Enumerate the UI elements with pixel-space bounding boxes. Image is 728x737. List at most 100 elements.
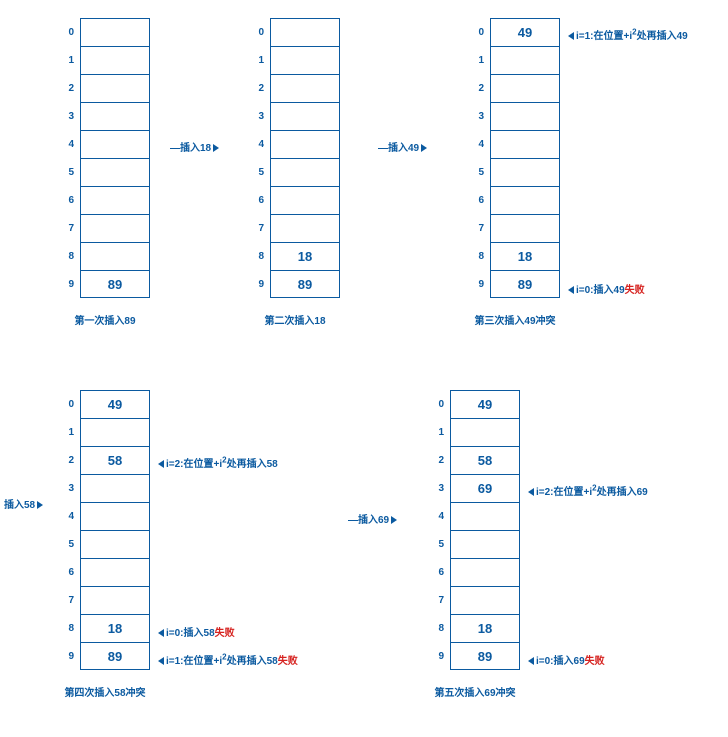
cell xyxy=(490,102,560,130)
arrow-right-icon xyxy=(391,516,397,524)
idx-label: 9 xyxy=(470,279,484,290)
hash-table-4: 049 1 258 3 4 5 6 7 818 989 第四次插入58冲突 xyxy=(60,390,150,699)
idx-label: 8 xyxy=(60,623,74,634)
idx-label: 4 xyxy=(470,139,484,150)
idx-label: 0 xyxy=(250,27,264,38)
arrow-left-icon xyxy=(568,32,574,40)
cell xyxy=(80,18,150,46)
idx-label: 8 xyxy=(250,251,264,262)
idx-label: 6 xyxy=(250,195,264,206)
idx-label: 4 xyxy=(60,511,74,522)
caption: 第五次插入69冲突 xyxy=(430,684,520,699)
cell xyxy=(80,530,150,558)
cell xyxy=(80,186,150,214)
cell xyxy=(270,46,340,74)
hash-table-3: 049 1 2 3 4 5 6 7 818 989 第三次插入49冲突 xyxy=(470,18,560,327)
cell xyxy=(80,214,150,242)
idx-label: 5 xyxy=(430,539,444,550)
idx-label: 6 xyxy=(60,195,74,206)
idx-label: 7 xyxy=(430,595,444,606)
caption: 第四次插入58冲突 xyxy=(60,684,150,699)
cell xyxy=(450,558,520,586)
arrow-left-icon xyxy=(528,657,534,665)
idx-label: 6 xyxy=(470,195,484,206)
idx-label: 1 xyxy=(60,427,74,438)
cell xyxy=(490,46,560,74)
idx-label: 3 xyxy=(60,483,74,494)
idx-label: 0 xyxy=(430,399,444,410)
idx-label: 1 xyxy=(250,55,264,66)
cell xyxy=(80,418,150,446)
cell: 18 xyxy=(270,242,340,270)
caption: 第二次插入18 xyxy=(250,312,340,327)
insert-58-label: 插入58 xyxy=(4,496,43,511)
idx-label: 0 xyxy=(60,399,74,410)
t3-i1-label: i=1:在位置+i2处再插入49 xyxy=(568,27,688,42)
cell xyxy=(270,214,340,242)
cell xyxy=(80,242,150,270)
t4-i0-label: i=0:插入58失败 xyxy=(158,624,235,639)
cell: 18 xyxy=(450,614,520,642)
hash-table-1: 0 1 2 3 4 5 6 7 8 989 第一次插入89 xyxy=(60,18,150,327)
cell xyxy=(80,558,150,586)
cell: 69 xyxy=(450,474,520,502)
idx-label: 1 xyxy=(430,427,444,438)
cell: 49 xyxy=(450,390,520,418)
cell xyxy=(80,158,150,186)
idx-label: 4 xyxy=(250,139,264,150)
cell xyxy=(80,130,150,158)
cell xyxy=(80,586,150,614)
insert-18-label: —插入18 xyxy=(170,139,219,154)
idx-label: 7 xyxy=(470,223,484,234)
insert-49-label: —插入49 xyxy=(378,139,427,154)
insert-69-label: —插入69 xyxy=(348,511,397,526)
cell xyxy=(270,130,340,158)
idx-label: 2 xyxy=(250,83,264,94)
cell: 89 xyxy=(80,642,150,670)
cell xyxy=(270,74,340,102)
caption: 第三次插入49冲突 xyxy=(470,312,560,327)
cell xyxy=(80,502,150,530)
idx-label: 9 xyxy=(60,651,74,662)
cell: 49 xyxy=(490,18,560,46)
idx-label: 7 xyxy=(60,595,74,606)
idx-label: 2 xyxy=(60,83,74,94)
cell: 49 xyxy=(80,390,150,418)
idx-label: 2 xyxy=(60,455,74,466)
diagram-page: 0 1 2 3 4 5 6 7 8 989 第一次插入89 —插入18 0 1 … xyxy=(0,0,728,737)
idx-label: 3 xyxy=(430,483,444,494)
hash-table-2: 0 1 2 3 4 5 6 7 818 989 第二次插入18 xyxy=(250,18,340,327)
cell xyxy=(490,214,560,242)
idx-label: 5 xyxy=(250,167,264,178)
cell xyxy=(80,74,150,102)
cell xyxy=(80,474,150,502)
idx-label: 2 xyxy=(470,83,484,94)
arrow-left-icon xyxy=(158,460,164,468)
t3-i0-label: i=0:插入49失败 xyxy=(568,281,645,296)
idx-label: 9 xyxy=(430,651,444,662)
cell: 18 xyxy=(80,614,150,642)
arrow-left-icon xyxy=(528,488,534,496)
arrow-right-icon xyxy=(37,501,43,509)
idx-label: 3 xyxy=(250,111,264,122)
cell xyxy=(450,586,520,614)
idx-label: 7 xyxy=(60,223,74,234)
cell xyxy=(450,502,520,530)
arrow-left-icon xyxy=(568,286,574,294)
t4-i2-label: i=2:在位置+i2处再插入58 xyxy=(158,455,278,470)
idx-label: 9 xyxy=(250,279,264,290)
cell xyxy=(270,186,340,214)
arrow-right-icon xyxy=(421,144,427,152)
cell xyxy=(270,158,340,186)
arrow-right-icon xyxy=(213,144,219,152)
idx-label: 8 xyxy=(60,251,74,262)
idx-label: 4 xyxy=(430,511,444,522)
cell xyxy=(80,102,150,130)
idx-label: 8 xyxy=(430,623,444,634)
cell xyxy=(490,74,560,102)
hash-table-5: 049 1 258 369 4 5 6 7 818 989 第五次插入69冲突 xyxy=(430,390,520,699)
cell: 89 xyxy=(490,270,560,298)
cell xyxy=(490,158,560,186)
cell: 18 xyxy=(490,242,560,270)
idx-label: 2 xyxy=(430,455,444,466)
